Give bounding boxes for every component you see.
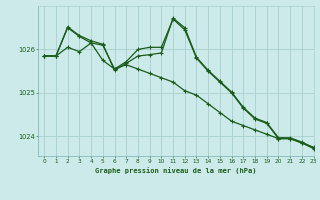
- X-axis label: Graphe pression niveau de la mer (hPa): Graphe pression niveau de la mer (hPa): [95, 167, 257, 174]
